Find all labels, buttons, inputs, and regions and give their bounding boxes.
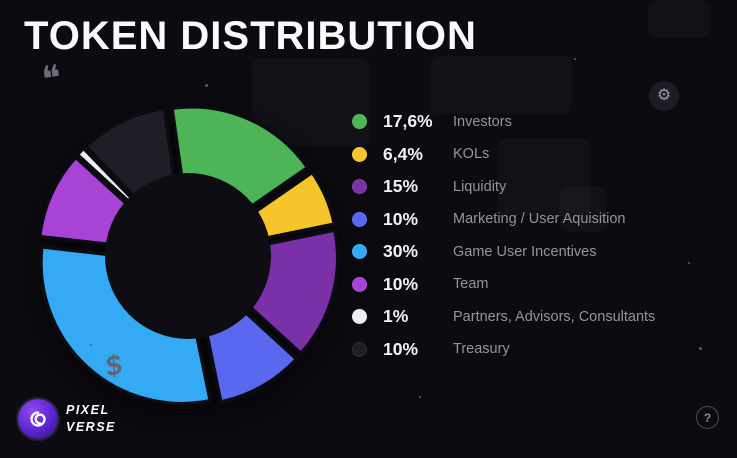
spiral-icon: [30, 411, 46, 427]
background-speck: [205, 84, 208, 87]
gear-glyph: ⚙: [656, 87, 672, 104]
legend-label: Investors: [453, 113, 512, 130]
background-speck: [419, 396, 421, 398]
token-distribution-donut-chart: [4, 86, 376, 430]
pixelverse-logo-text: PIXEL VERSE: [66, 402, 116, 436]
legend-color-dot: [352, 146, 367, 162]
help-button[interactable]: ?: [696, 406, 719, 429]
background-shape: [430, 56, 572, 114]
legend-item: 10% Treasury: [352, 339, 655, 360]
legend-color-dot: [352, 244, 367, 259]
background-shape: [648, 0, 710, 38]
logo-text-line2: VERSE: [66, 420, 116, 434]
gear-icon[interactable]: ⚙: [650, 82, 678, 110]
legend-color-dot: [352, 341, 367, 357]
legend-percent: 10%: [383, 208, 419, 229]
legend-percent: 15%: [383, 176, 419, 196]
background-speck: [574, 58, 576, 60]
legend-color-dot: [352, 114, 367, 129]
legend-label: Treasury: [453, 341, 510, 357]
question-mark-icon: ?: [703, 410, 712, 425]
legend-label: Partners, Advisors, Consultants: [453, 308, 656, 325]
donut-center: [105, 173, 271, 339]
background-speck: [699, 347, 702, 350]
legend-color-dot: [352, 276, 367, 292]
legend-item: 10% Marketing / User Aquisition: [352, 209, 655, 230]
legend-percent: 10%: [383, 273, 419, 294]
legend-item: 15% Liquidity: [352, 176, 655, 197]
pixelverse-logo: PIXEL VERSE: [18, 399, 116, 439]
legend-percent: 6,4%: [383, 143, 423, 164]
legend-item: 1% Partners, Advisors, Consultants: [352, 306, 655, 327]
legend-color-dot: [352, 211, 367, 227]
page-title: TOKEN DISTRIBUTION: [24, 14, 477, 58]
legend-label: Team: [453, 276, 489, 292]
legend-label: Marketing / User Aquisition: [453, 211, 626, 227]
legend-label: Game User Incentives: [453, 243, 597, 260]
legend-item: 17,6% Investors: [352, 111, 655, 132]
legend-label: Liquidity: [453, 178, 507, 195]
legend-item: 30% Game User Incentives: [352, 241, 655, 262]
legend-label: KOLs: [453, 146, 490, 162]
legend-item: 6,4% KOLs: [352, 144, 655, 165]
logo-text-line1: PIXEL: [66, 403, 110, 418]
legend-color-dot: [352, 309, 367, 324]
legend-percent: 17,6%: [383, 111, 433, 131]
chart-legend: 17,6% Investors 6,4% KOLs 15% Liquidity …: [352, 111, 655, 360]
background-speck: [90, 344, 92, 346]
legend-item: 10% Team: [352, 274, 655, 295]
pixelverse-logo-icon: [18, 399, 58, 439]
legend-color-dot: [352, 179, 367, 194]
legend-percent: 30%: [383, 241, 419, 261]
background-speck: [688, 262, 690, 264]
legend-percent: 1%: [383, 306, 409, 326]
legend-percent: 10%: [383, 338, 419, 359]
